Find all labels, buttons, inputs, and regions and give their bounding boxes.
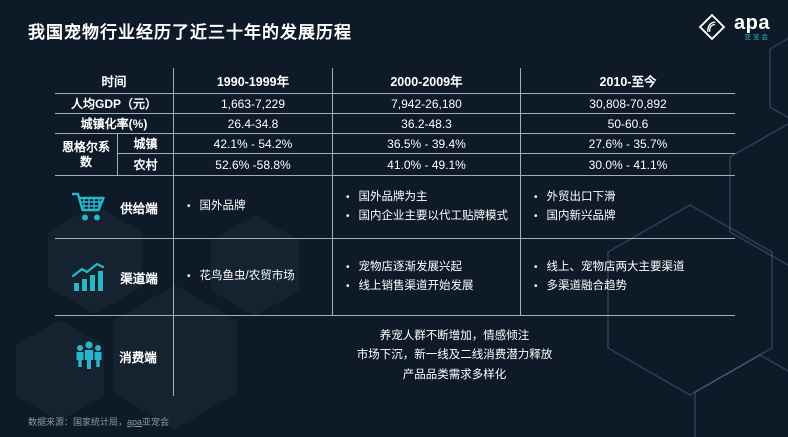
data-source-prefix: 数据来源：国家统计局，	[28, 417, 128, 427]
supply-label: 供给端	[120, 201, 158, 216]
row-channel: 渠道端 花鸟鱼虫/农贸市场 宠物店逐渐发展兴起 线上销售渠道开始发展 线上、宠物…	[55, 239, 735, 316]
row-supply: 供给端 国外品牌 国外品牌为主 国内企业主要以代工贴牌模式 外贸出口下滑 国内新…	[55, 176, 735, 239]
consumer-merged-cell: 养宠人群不断增加，情感倾注 市场下沉，新一线及二线消费潜力释放 产品品类需求多样…	[173, 316, 735, 396]
data-source-brand: apa	[127, 417, 143, 427]
header-col-2000s: 2000-2009年	[332, 68, 520, 93]
header-col-1990s: 1990-1999年	[173, 68, 332, 93]
channel-2010s-cell: 线上、宠物店两大主要渠道 多渠道融合趋势	[520, 239, 735, 315]
people-icon	[71, 339, 107, 373]
engel-label: 恩格尔系数	[61, 139, 110, 169]
urbanization-label: 城镇化率(%)	[80, 117, 148, 131]
engel-urban-1990s: 42.1% - 54.2%	[173, 134, 332, 154]
apa-logo-textwrap: apa 亚宠会	[734, 13, 770, 42]
page-title: 我国宠物行业经历了近三十年的发展历程	[28, 23, 352, 42]
data-source-suffix: 亚宠会	[142, 417, 170, 427]
cart-icon	[70, 191, 108, 224]
supply-2010s-cell: 外贸出口下滑 国内新兴品牌	[520, 176, 735, 238]
channel-1990s-cell: 花鸟鱼虫/农贸市场	[173, 239, 332, 315]
bullet-item: 国内企业主要以代工贴牌模式	[346, 209, 512, 225]
header-time-label: 时间	[101, 75, 127, 89]
row-consumer: 消费端 养宠人群不断增加，情感倾注 市场下沉，新一线及二线消费潜力释放 产品品类…	[55, 316, 735, 396]
engel-rural-1990s: 52.6% -58.8%	[173, 154, 332, 175]
consumer-line: 产品品类需求多样化	[402, 368, 507, 381]
urbanization-value-2010s: 50-60.6	[520, 114, 735, 133]
channel-label-cell: 渠道端	[55, 239, 173, 315]
engel-urban-label: 城镇	[117, 134, 173, 154]
gdp-value-2010s: 30,808-70,892	[520, 94, 735, 113]
table-header-row: 时间 1990-1999年 2000-2009年 2010-至今	[55, 68, 735, 94]
row-urbanization: 城镇化率(%) 26.4-34.8 36.2-48.3 50-60.6	[55, 114, 735, 134]
engel-urban-2010s: 27.6% - 35.7%	[520, 134, 735, 154]
gdp-value-1990s: 1,663-7,229	[173, 94, 332, 113]
channel-label: 渠道端	[120, 271, 158, 286]
development-table: 时间 1990-1999年 2000-2009年 2010-至今 人均GDP（元…	[55, 68, 735, 396]
consumer-label-cell: 消费端	[55, 316, 173, 396]
urbanization-value-2000s: 36.2-48.3	[332, 114, 520, 133]
apa-diamond-icon	[696, 11, 728, 43]
bar-chart-icon	[70, 261, 108, 294]
row-gdp: 人均GDP（元） 1,663-7,229 7,942-26,180 30,808…	[55, 94, 735, 114]
supply-2000s-cell: 国外品牌为主 国内企业主要以代工贴牌模式	[332, 176, 520, 238]
consumer-line: 市场下沉，新一线及二线消费潜力释放	[356, 349, 553, 362]
apa-logo-subtext: 亚宠会	[744, 33, 770, 41]
gdp-value-2000s: 7,942-26,180	[332, 94, 520, 113]
supply-label-cell: 供给端	[55, 176, 173, 238]
bullet-item: 外贸出口下滑	[534, 190, 620, 206]
apa-logo: apa 亚宠会	[696, 11, 770, 43]
engel-rural-label: 农村	[117, 154, 173, 175]
engel-urban-2000s: 36.5% - 39.4%	[332, 134, 520, 154]
bullet-item: 线上、宠物店两大主要渠道	[534, 260, 689, 276]
urbanization-value-1990s: 26.4-34.8	[173, 114, 332, 133]
gdp-label: 人均GDP（元）	[70, 97, 157, 111]
apa-logo-text: apa	[734, 11, 770, 34]
supply-1990s-cell: 国外品牌	[173, 176, 332, 238]
consumer-label: 消费端	[119, 350, 157, 365]
bullet-item: 国外品牌	[187, 199, 250, 215]
bullet-item: 多渠道融合趋势	[534, 279, 631, 295]
engel-rural-2010s: 30.0% - 41.1%	[520, 154, 735, 175]
engel-rural-2000s: 41.0% - 49.1%	[332, 154, 520, 175]
data-source: 数据来源：国家统计局，apa亚宠会	[28, 415, 169, 428]
bullet-item: 国外品牌为主	[346, 190, 432, 206]
bullet-item: 宠物店逐渐发展兴起	[346, 260, 466, 276]
bullet-item: 国内新兴品牌	[534, 209, 620, 225]
bullet-item: 线上销售渠道开始发展	[346, 279, 478, 295]
header-col-2010s: 2010-至今	[520, 68, 735, 93]
bullet-item: 花鸟鱼虫/农贸市场	[187, 269, 299, 285]
channel-2000s-cell: 宠物店逐渐发展兴起 线上销售渠道开始发展	[332, 239, 520, 315]
consumer-line: 养宠人群不断增加，情感倾注	[379, 330, 530, 343]
row-engel-coefficient: 恩格尔系数 城镇 42.1% - 54.2% 36.5% - 39.4% 27.…	[55, 134, 735, 176]
